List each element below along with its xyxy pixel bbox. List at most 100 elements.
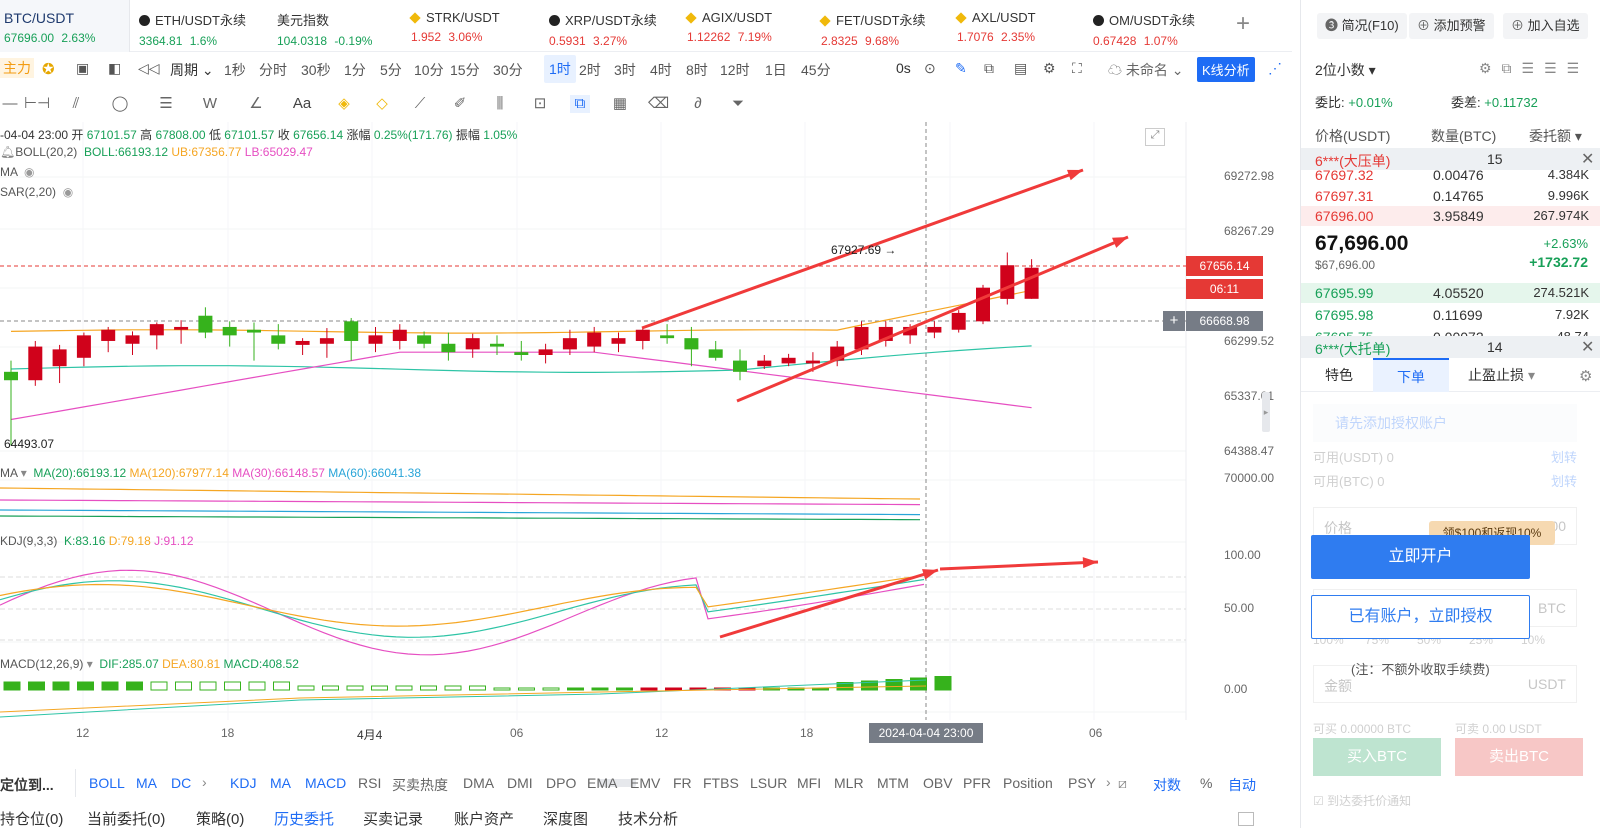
period-dropdown[interactable]: 周期 ⌄ [170,62,214,78]
ticker-tab-1[interactable]: ETH/USDT永续 3364.81 1.6% [136,0,266,52]
percent-scale-toggle[interactable]: % [1200,775,1213,791]
bottom-tab-0[interactable]: 持仓位(0) [0,811,64,828]
sub-indicator-1[interactable]: MA [270,775,291,791]
bottom-tab-6[interactable]: 深度图 [543,811,589,828]
ticker-tab-8[interactable]: OM/USDT永续 0.67428 1.07% [1090,0,1240,52]
add-alert-button[interactable]: ⊕ 添加预警 [1409,13,1494,39]
interval-12[interactable]: 8时 [686,62,708,78]
ruler-tool-icon[interactable]: ⟋ [414,95,426,112]
text-tool-icon[interactable]: Aa [292,95,312,112]
notify-checkbox[interactable]: ☑ 到达委托价通知 [1313,794,1412,808]
wave-tool-icon[interactable]: W [202,95,218,112]
sub-indicator-10[interactable]: FR [673,775,692,791]
window-icon[interactable]: ⧉ [984,60,994,76]
transfer-link[interactable]: 划转 [1550,450,1577,465]
main-indicator-0[interactable]: BOLL [89,775,125,791]
expand-icon[interactable]: ⤢ [1145,128,1165,146]
log-scale-toggle[interactable]: 对数 [1153,777,1181,793]
channel-tool-icon[interactable]: ⫽ [72,95,80,112]
measure-tool-icon[interactable]: ◈ [338,95,350,112]
gann-tool-icon[interactable]: ∠ [249,95,263,112]
interval-0[interactable]: 1秒 [224,62,246,78]
interval-7[interactable]: 30分 [493,62,523,78]
ticker-tab-2[interactable]: 美元指数 104.0318 -0.19% [274,0,404,52]
save-icon[interactable]: ▤ [1014,60,1028,76]
sell-button[interactable]: 卖出BTC [1455,738,1583,776]
layout-name-dropdown[interactable]: ☁ 未命名 ⌄ [1108,62,1184,78]
ticker-tab-5[interactable]: AGIX/USDT 1.12262 7.19% [684,0,814,52]
main-force-button[interactable]: 主力 [0,58,34,78]
interval-1[interactable]: 分时 [259,62,287,78]
sub-indicator-7[interactable]: DPO [546,775,577,791]
kline-compare-icon[interactable]: ⫼ [496,95,504,112]
buy-button[interactable]: 买入BTC [1313,738,1441,776]
fib-tool-icon[interactable]: ☰ [159,95,173,112]
link-tool-icon[interactable]: ∂ [694,95,702,112]
pane-resize-handle[interactable] [598,779,636,787]
caret-down-icon[interactable]: ▾ [20,466,27,480]
overview-button[interactable]: ❸ 简况(F10) [1317,13,1407,39]
edit-icon[interactable]: ⧄ [1118,775,1127,791]
bottom-tab-4[interactable]: 买卖记录 [363,811,424,828]
ticker-tab-4[interactable]: XRP/USDT永续 0.5931 3.27% [546,0,676,52]
add-watchlist-button[interactable]: ⊕ 加入自选 [1503,13,1588,39]
layout-icon[interactable]: ◧ [108,60,122,76]
authorize-button[interactable]: 已有账户，立即授权 [1311,595,1530,639]
bottom-tab-5[interactable]: 账户资产 [454,811,515,828]
sub-indicator-12[interactable]: LSUR [750,775,788,791]
ask-row[interactable]: 67697.31 0.14765 9.996K [1301,186,1600,206]
sub-indicator-19[interactable]: PSY [1068,775,1097,791]
precision-dropdown[interactable]: 2位小数 ▾ [1315,62,1376,78]
transfer-link[interactable]: 划转 [1550,474,1577,489]
sub-indicator-13[interactable]: MFI [797,775,822,791]
bottom-tab-3[interactable]: 历史委托 [274,811,335,828]
magnet-tool-icon[interactable]: ⧉ [570,95,590,113]
panel-collapse-handle[interactable]: ▸ [1262,392,1270,432]
kline-analysis-button[interactable]: K线分析 [1197,57,1255,82]
chart-canvas[interactable] [0,122,1292,740]
chevron-right-icon[interactable]: › [202,774,207,790]
interval-6[interactable]: 15分 [450,62,480,78]
add-crosshair-icon[interactable]: + [1163,311,1185,331]
pen-icon[interactable]: ✎ [955,60,967,76]
orderbook-view-icons[interactable]: ⚙⧉☰☰☰ [1479,60,1590,76]
sub-indicator-4[interactable]: 买卖热度 [392,777,448,793]
sub-indicator-0[interactable]: KDJ [230,775,257,791]
range-tool-icon[interactable]: ◇ [376,95,388,112]
star-icon[interactable]: ✪ [42,61,55,78]
col-amount[interactable]: 委托额 ▾ [1529,128,1582,144]
ask-row[interactable]: 67697.32 0.00476 4.384K [1301,165,1600,185]
interval-4[interactable]: 5分 [380,62,402,78]
line-tool-icon[interactable]: — [2,95,18,112]
kline-chart[interactable]: -04-04 23:00 开 67101.57 高 67808.00 低 671… [0,122,1292,743]
circle-tool-icon[interactable]: ◯ [111,95,129,112]
ticker-tab-3[interactable]: STRK/USDT 1.952 3.06% [408,0,538,52]
interval-15[interactable]: 45分 [801,62,831,78]
hline-tool-icon[interactable]: ⊢⊣ [24,95,51,112]
order-tab-1[interactable]: 下单 [1373,358,1449,392]
ask-row[interactable]: 67696.00 3.95849 267.974K [1301,206,1600,226]
locate-button[interactable]: 定位到... [0,777,54,793]
filter-icon[interactable]: ⏷ [731,95,744,112]
interval-11[interactable]: 4时 [650,62,672,78]
interval-14[interactable]: 1日 [765,62,787,78]
edit-tool-icon[interactable]: ▦ [612,95,628,112]
interval-8[interactable]: 1时 [544,55,576,83]
sub-indicator-8[interactable]: EMA [587,775,618,791]
chevron-right-icon[interactable]: › [1106,774,1111,790]
main-indicator-1[interactable]: MA [136,775,157,791]
bid-row[interactable]: 67695.98 0.11699 7.92K [1301,305,1600,325]
open-account-button[interactable]: 立即开户 [1311,535,1530,579]
eye-off-icon[interactable]: ◉ [24,165,35,179]
trash-icon[interactable]: ⌫ [648,95,670,112]
bell-icon[interactable]: 🔔︎ [0,145,16,159]
brush-tool-icon[interactable]: ✐ [453,95,467,112]
sub-indicator-16[interactable]: OBV [923,775,953,791]
sub-indicator-2[interactable]: MACD [305,775,347,791]
sub-indicator-15[interactable]: MTM [877,775,909,791]
auto-scale-toggle[interactable]: 自动 [1228,777,1256,793]
close-icon[interactable]: ✕ [1581,339,1595,356]
order-tab-2[interactable]: 止盈止损 ▾ [1468,358,1535,392]
sub-indicator-9[interactable]: EMV [630,775,661,791]
add-auth-account[interactable]: 请先添加授权账户 [1313,404,1577,442]
